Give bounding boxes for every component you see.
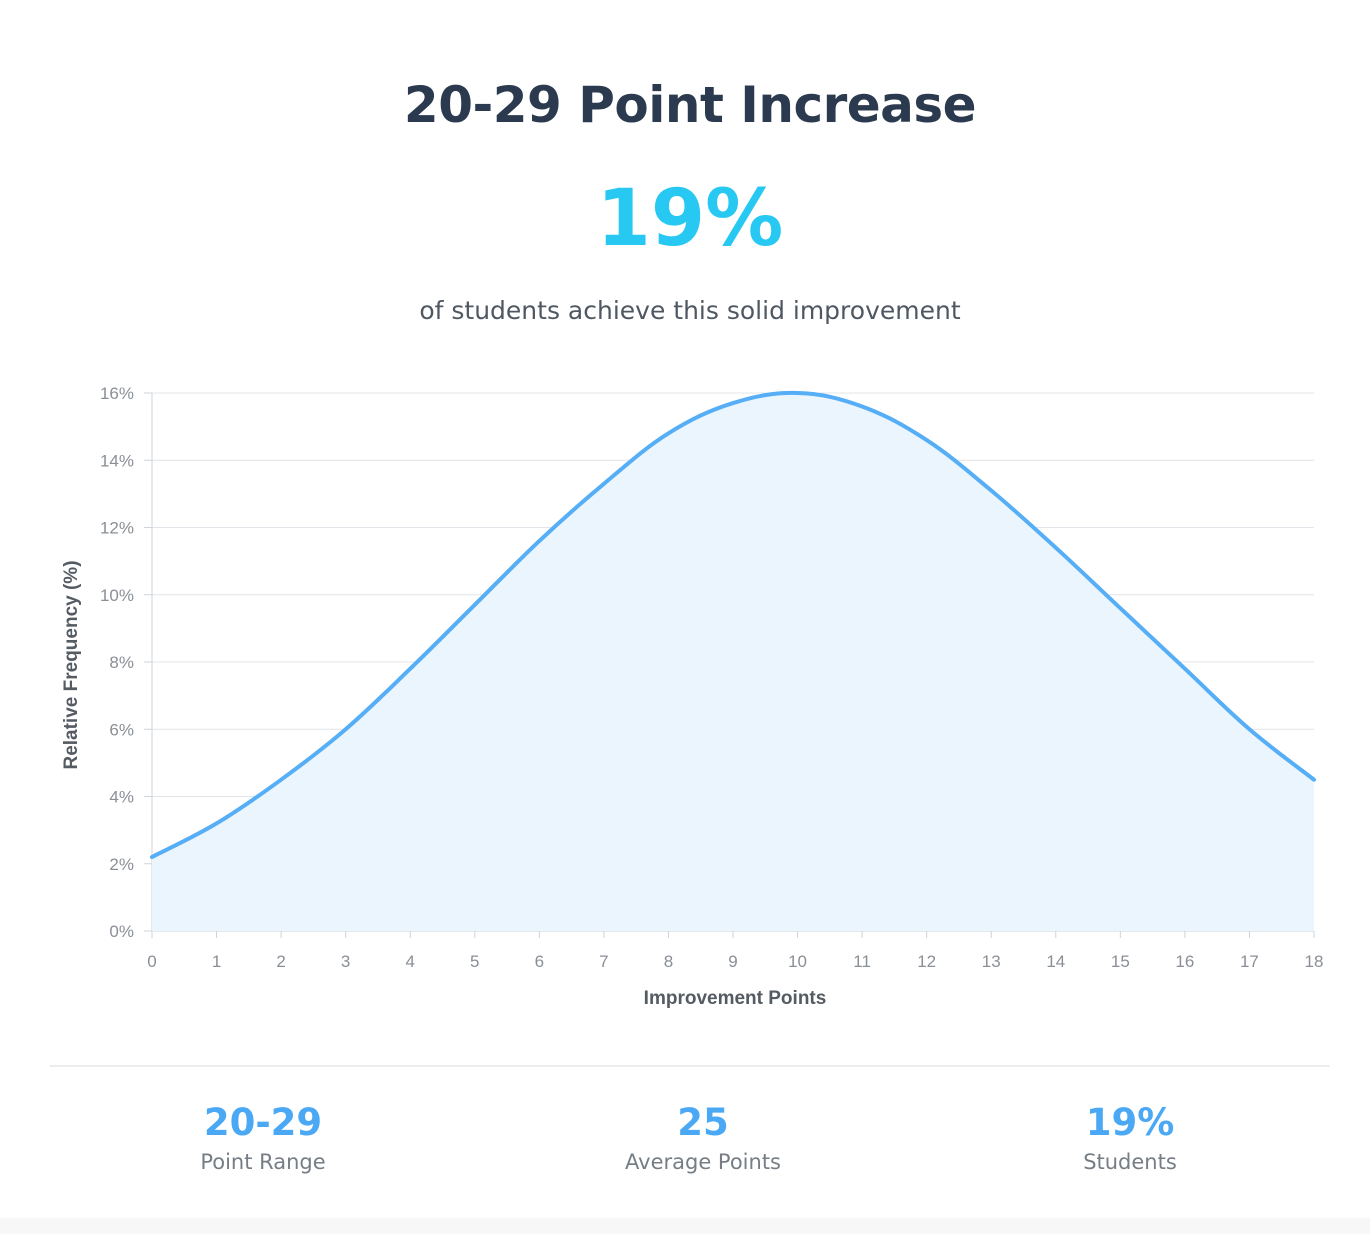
stat-label: Point Range <box>200 1150 326 1174</box>
x-tick-label: 3 <box>341 952 350 971</box>
y-tick-label: 8% <box>109 653 134 672</box>
x-tick-label: 9 <box>728 952 737 971</box>
y-tick-label: 6% <box>109 720 134 739</box>
headline-percent: 19% <box>596 174 784 264</box>
stat-label: Average Points <box>625 1150 781 1174</box>
series-line <box>150 390 1316 860</box>
y-axis-title: Relative Frequency (%) <box>61 560 82 769</box>
x-tick-label: 15 <box>1111 952 1130 971</box>
x-tick-label: 0 <box>147 952 156 971</box>
stat-average-points: 25 Average Points <box>553 1098 853 1174</box>
stat-students: 19% Students <box>980 1098 1280 1174</box>
divider <box>50 1065 1330 1067</box>
x-tick-label: 16 <box>1175 952 1194 971</box>
x-axis-title: Improvement Points <box>644 988 827 1009</box>
x-tick-label: 1 <box>212 952 221 971</box>
y-tick-label: 0% <box>109 922 134 941</box>
x-tick-label: 17 <box>1240 952 1259 971</box>
x-tick-label: 13 <box>982 952 1001 971</box>
y-tick-label: 2% <box>109 855 134 874</box>
stat-value: 25 <box>677 1101 729 1144</box>
x-tick-label: 8 <box>664 952 673 971</box>
stat-value: 19% <box>1085 1101 1175 1144</box>
x-tick-label: 4 <box>405 952 414 971</box>
y-tick-label: 14% <box>100 451 134 470</box>
x-tick-label: 18 <box>1305 952 1324 971</box>
x-tick-label: 5 <box>470 952 479 971</box>
x-tick-label: 6 <box>535 952 544 971</box>
y-tick-label: 16% <box>100 384 134 403</box>
stat-label: Students <box>1083 1150 1177 1174</box>
stat-point-range: 20-29 Point Range <box>113 1098 413 1174</box>
x-tick-label: 10 <box>788 952 807 971</box>
x-tick-label: 2 <box>276 952 285 971</box>
stat-value: 20-29 <box>203 1101 323 1144</box>
y-tick-label: 12% <box>100 519 134 538</box>
distribution-chart: 0%2%4%6%8%10%12%14%16%0 1 2 3 4 5 6 7 8 9 10 11 12 13… <box>61 384 1324 1009</box>
x-tick-label: 14 <box>1046 952 1065 971</box>
x-tick-label: 11 <box>853 952 871 971</box>
x-tick-label: 7 <box>599 952 608 971</box>
area-fill <box>152 392 1314 931</box>
page-title: 20-29 Point Increase <box>403 76 977 134</box>
x-tick-label: 12 <box>917 952 936 971</box>
y-tick-label: 4% <box>109 788 134 807</box>
y-tick-label: 10% <box>100 586 134 605</box>
page-subtitle: of students achieve this solid improveme… <box>419 296 961 325</box>
